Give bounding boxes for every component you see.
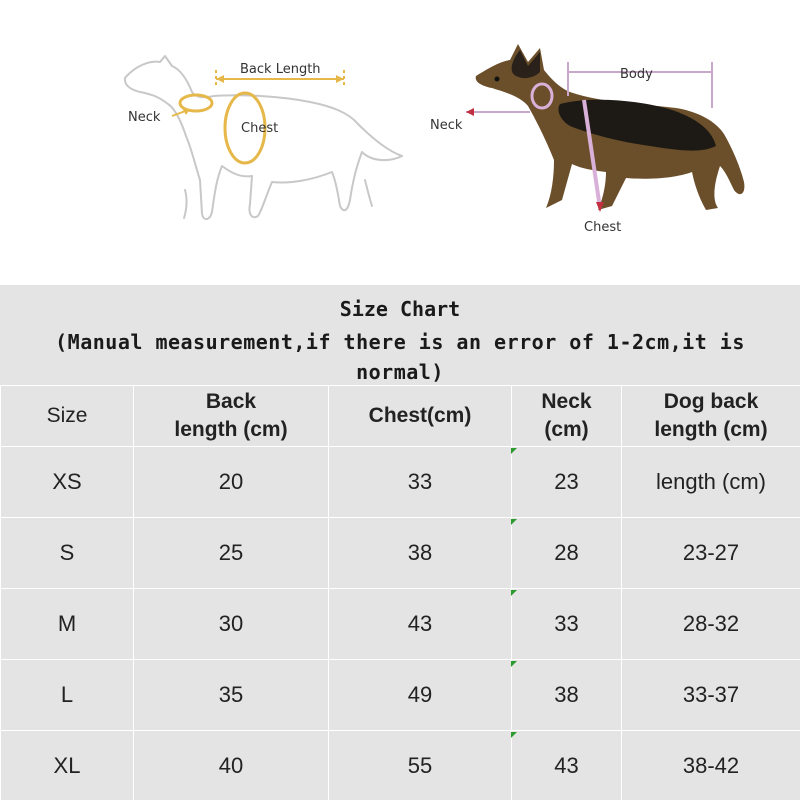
table-row: XS 20 33 23 length (cm) <box>1 447 800 518</box>
left-neck-label: Neck <box>128 110 161 125</box>
header-dog-back-length: Dog back length (cm) <box>622 386 800 447</box>
back-length-cell: 30 <box>134 589 329 660</box>
table-row: M 30 43 33 28-32 <box>1 589 800 660</box>
dog-back-length-cell: 33-37 <box>622 660 800 731</box>
size-cell: XL <box>1 731 134 802</box>
size-cell: S <box>1 518 134 589</box>
neck-value: 38 <box>554 682 578 707</box>
neck-cell: 28 <box>512 518 622 589</box>
header-chest: Chest(cm) <box>329 386 512 447</box>
table-row: S 25 38 28 23-27 <box>1 518 800 589</box>
neck-value: 23 <box>554 469 578 494</box>
header-neck: Neck (cm) <box>512 386 622 447</box>
header-size: Size <box>1 386 134 447</box>
size-cell: M <box>1 589 134 660</box>
size-chart-header: Size Chart (Manual measurement,if there … <box>0 285 800 385</box>
chest-cell: 49 <box>329 660 512 731</box>
right-neck-label: Neck <box>430 118 463 133</box>
dog-back-length-cell: 28-32 <box>622 589 800 660</box>
size-chart: Size Chart (Manual measurement,if there … <box>0 285 800 800</box>
back-length-cell: 25 <box>134 518 329 589</box>
cell-tick-mark <box>511 448 517 454</box>
size-chart-subtitle: (Manual measurement,if there is an error… <box>12 327 788 387</box>
size-cell: L <box>1 660 134 731</box>
cell-tick-mark <box>511 661 517 667</box>
dog-back-length-cell: 38-42 <box>622 731 800 802</box>
header-size-text: Size <box>47 404 88 427</box>
table-row: XL 40 55 43 38-42 <box>1 731 800 802</box>
dog-back-length-cell: 23-27 <box>622 518 800 589</box>
header-dog-back-length-line1: Dog back <box>664 390 759 413</box>
measurement-diagrams: Back Length Neck Chest Body Neck Chest <box>0 0 800 285</box>
left-measure-marks <box>172 70 344 163</box>
cell-tick-mark <box>511 590 517 596</box>
back-length-cell: 20 <box>134 447 329 518</box>
header-neck-line2: (cm) <box>544 418 588 441</box>
back-length-label: Back Length <box>240 62 321 77</box>
size-chart-title: Size Chart <box>0 297 800 321</box>
dog-back-length-cell: length (cm) <box>622 447 800 518</box>
neck-value: 43 <box>554 753 578 778</box>
german-shepherd-photo <box>476 44 745 210</box>
header-neck-line1: Neck <box>541 390 591 413</box>
chest-cell: 33 <box>329 447 512 518</box>
neck-cell: 23 <box>512 447 622 518</box>
header-dog-back-length-line2: length (cm) <box>654 418 767 441</box>
chest-cell: 43 <box>329 589 512 660</box>
header-back-length: Back length (cm) <box>134 386 329 447</box>
neck-cell: 38 <box>512 660 622 731</box>
cell-tick-mark <box>511 732 517 738</box>
chest-cell: 55 <box>329 731 512 802</box>
body-label: Body <box>620 67 653 82</box>
neck-cell: 43 <box>512 731 622 802</box>
back-length-cell: 40 <box>134 731 329 802</box>
header-back-length-line1: Back <box>206 390 256 413</box>
neck-value: 28 <box>554 540 578 565</box>
table-row: L 35 49 38 33-37 <box>1 660 800 731</box>
right-chest-label: Chest <box>584 220 621 235</box>
dog-measurement-illustrations: Back Length Neck Chest Body Neck Chest <box>0 0 800 285</box>
header-back-length-line2: length (cm) <box>174 418 287 441</box>
chest-cell: 38 <box>329 518 512 589</box>
cell-tick-mark <box>511 519 517 525</box>
neck-cell: 33 <box>512 589 622 660</box>
left-chest-label: Chest <box>241 121 278 136</box>
size-cell: XS <box>1 447 134 518</box>
back-length-cell: 35 <box>134 660 329 731</box>
header-chest-text: Chest(cm) <box>369 404 472 427</box>
neck-value: 33 <box>554 611 578 636</box>
